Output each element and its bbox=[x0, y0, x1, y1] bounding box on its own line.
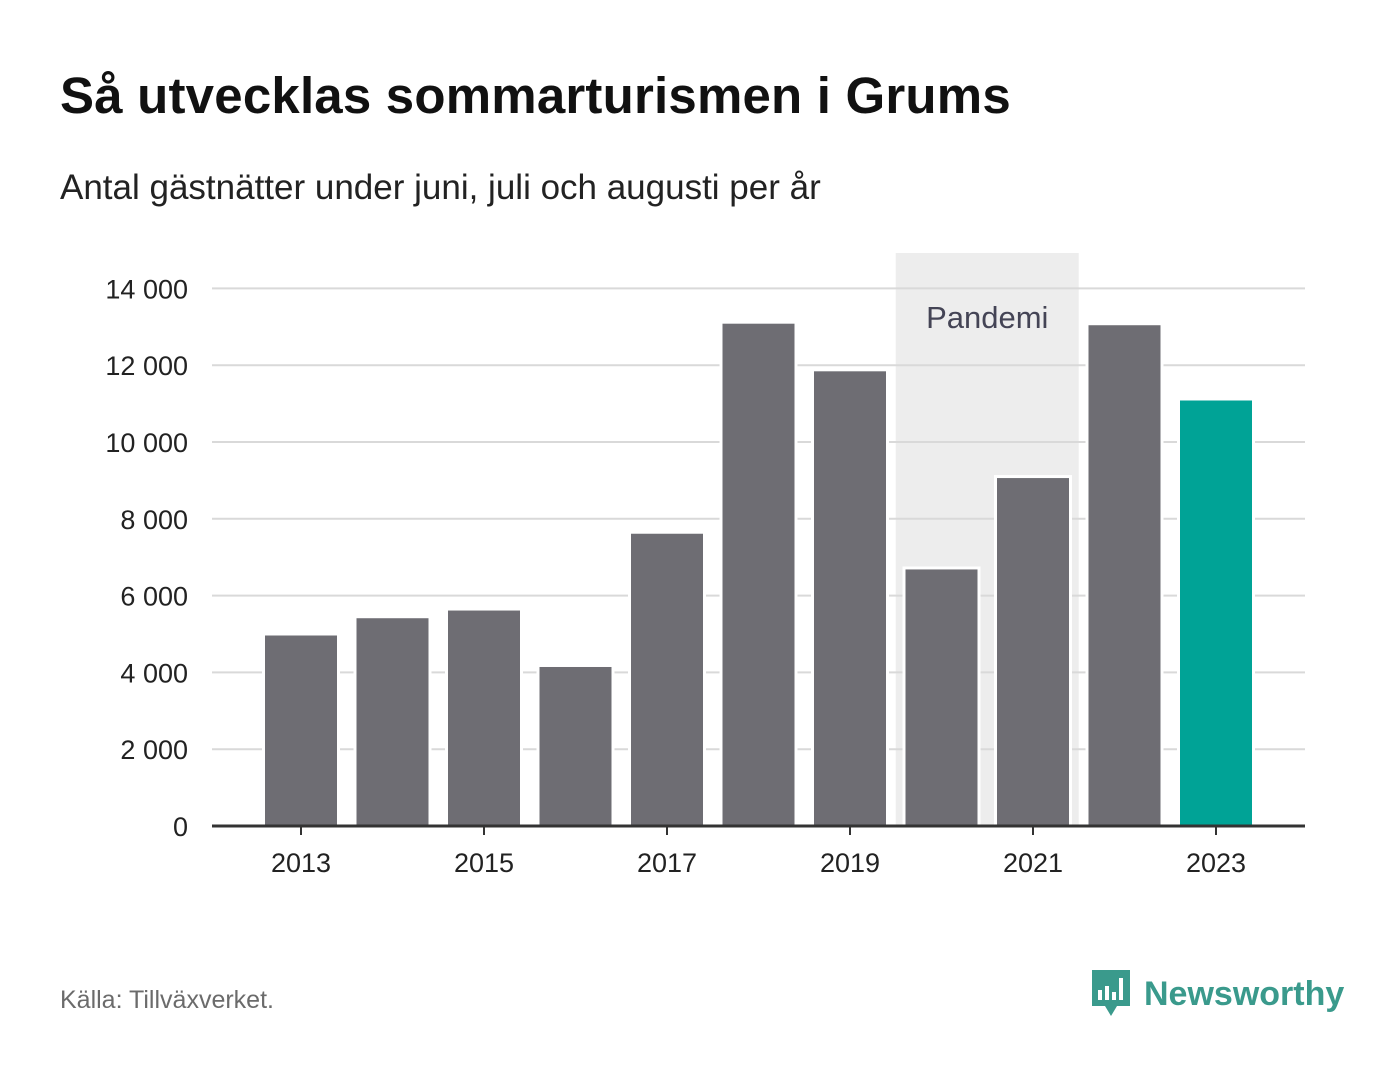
y-tick-label: 8 000 bbox=[120, 505, 188, 535]
x-tick-label: 2021 bbox=[1003, 848, 1063, 878]
newsworthy-logo-icon bbox=[1092, 970, 1130, 1016]
y-tick-label: 6 000 bbox=[120, 582, 188, 612]
y-tick-label: 12 000 bbox=[105, 351, 188, 381]
pandemic-label: Pandemi bbox=[926, 300, 1048, 335]
bar-2022 bbox=[1085, 322, 1164, 828]
x-tick-label: 2017 bbox=[637, 848, 697, 878]
x-tick-label: 2015 bbox=[454, 848, 514, 878]
y-tick-label: 2 000 bbox=[120, 735, 188, 765]
chart-subtitle: Antal gästnätter under juni, juli och au… bbox=[60, 168, 821, 207]
y-tick-label: 14 000 bbox=[105, 274, 188, 304]
bar-2017 bbox=[628, 530, 706, 828]
chart-title: Så utvecklas sommarturismen i Grums bbox=[60, 67, 1011, 124]
bar-2013 bbox=[262, 632, 340, 828]
x-tick-label: 2023 bbox=[1186, 848, 1246, 878]
source-note: Källa: Tillväxverket. bbox=[60, 986, 274, 1014]
y-tick-label: 10 000 bbox=[105, 428, 188, 458]
bar-2019 bbox=[811, 368, 889, 828]
y-tick-label: 4 000 bbox=[120, 658, 188, 688]
bar-2020 bbox=[902, 566, 981, 828]
x-tick-label: 2013 bbox=[271, 848, 331, 878]
newsworthy-logo: Newsworthy bbox=[1090, 968, 1344, 1020]
bar-2014 bbox=[353, 615, 432, 828]
y-tick-label: 0 bbox=[173, 812, 188, 842]
bar-2018 bbox=[719, 320, 798, 828]
bar-2015 bbox=[445, 607, 523, 828]
x-tick-label: 2019 bbox=[820, 848, 880, 878]
bar-2021 bbox=[994, 475, 1072, 828]
brand-name: Newsworthy bbox=[1144, 974, 1345, 1013]
bar-2023 bbox=[1177, 397, 1255, 828]
bar-2016 bbox=[536, 663, 615, 828]
